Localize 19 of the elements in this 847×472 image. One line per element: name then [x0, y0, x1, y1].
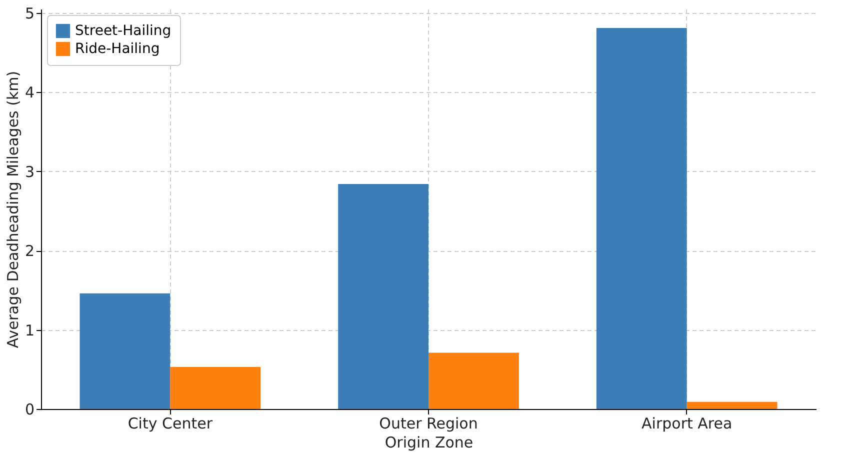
x-tick-label: Airport Area: [642, 414, 732, 432]
y-tick-label: 0: [24, 400, 34, 418]
bar: [338, 184, 428, 409]
y-tick-label: 5: [24, 4, 34, 22]
x-axis-title: Origin Zone: [384, 434, 474, 452]
bar: [170, 367, 261, 409]
y-tick-label: 4: [24, 84, 34, 102]
bar: [80, 293, 170, 409]
y-tick-label: 3: [24, 162, 34, 181]
bar: [596, 28, 687, 409]
legend-label: Ride-Hailing: [75, 41, 160, 57]
bar: [428, 352, 519, 409]
y-axis-title: Average Deadheading Mileages (km): [4, 70, 22, 348]
legend-label: Street-Hailing: [75, 23, 172, 39]
y-tick-label: 1: [24, 321, 34, 340]
x-tick-label: Outer Region: [379, 414, 478, 432]
x-tick-label: City Center: [128, 414, 214, 432]
bar: [686, 402, 778, 409]
y-tick-label: 2: [24, 242, 34, 260]
